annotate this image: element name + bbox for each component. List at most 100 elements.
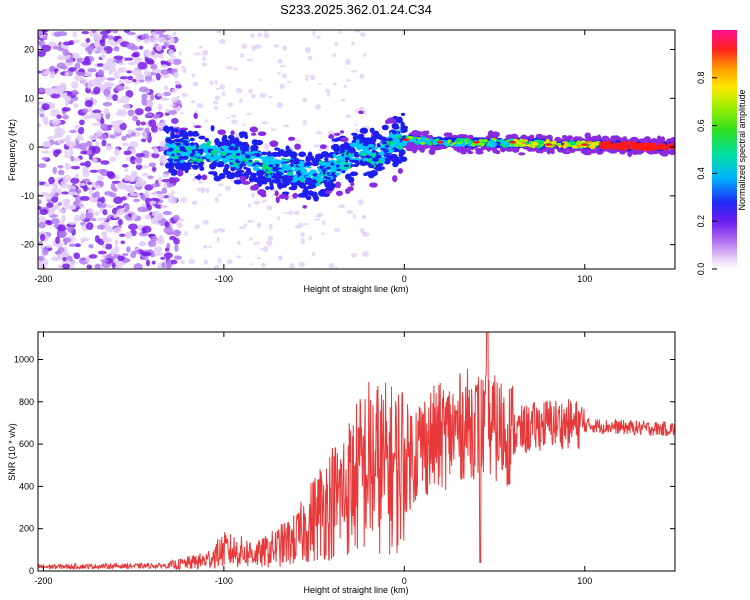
signal-blob: [384, 119, 391, 125]
signal-blob: [353, 159, 359, 164]
signal-blob: [339, 137, 349, 142]
noise-blob: [302, 119, 307, 126]
signal-blob: [325, 190, 332, 195]
y-tick-label: 600: [19, 439, 34, 449]
noise-blob: [126, 70, 133, 74]
signal-blob: [392, 175, 398, 183]
signal-core: [235, 164, 240, 169]
noise-blob: [117, 67, 127, 74]
noise-blob: [64, 55, 71, 60]
noise-blob: [163, 85, 169, 91]
noise-blob: [91, 122, 102, 126]
noise-blob: [259, 248, 265, 251]
signal-core: [319, 165, 323, 170]
y-tick-label: -20: [21, 240, 34, 250]
noise-blob: [93, 113, 101, 120]
signal-core: [380, 158, 385, 163]
noise-blob: [135, 164, 143, 170]
noise-blob: [256, 222, 262, 228]
noise-blob: [62, 41, 73, 46]
noise-blob: [80, 212, 86, 220]
noise-blob: [192, 81, 199, 87]
noise-blob: [113, 55, 124, 60]
signal-core: [182, 155, 189, 160]
noise-blob: [132, 51, 140, 58]
noise-blob: [127, 109, 135, 117]
noise-blob: [160, 60, 167, 65]
spectrogram-frame: [37, 29, 676, 270]
noise-blob: [191, 72, 196, 78]
noise-blob: [138, 86, 149, 93]
noise-blob: [292, 210, 300, 215]
noise-blob: [178, 218, 185, 222]
signal-blob: [359, 127, 369, 134]
noise-blob: [107, 62, 117, 68]
noise-blob: [148, 119, 157, 128]
signal-core: [538, 140, 544, 145]
signal-blob: [531, 147, 539, 152]
signal-blob: [252, 183, 260, 190]
noise-blob: [224, 185, 232, 192]
noise-blob: [304, 74, 311, 78]
noise-blob: [121, 252, 129, 257]
noise-blob: [102, 235, 109, 243]
noise-blob: [343, 84, 347, 89]
signal-blob: [274, 147, 280, 151]
signal-blob: [265, 186, 271, 190]
signal-core: [245, 154, 251, 159]
signal-core: [372, 157, 379, 162]
noise-blob: [57, 201, 63, 207]
noise-blob: [251, 45, 256, 51]
signal-blob: [488, 133, 496, 140]
noise-blob: [52, 182, 59, 189]
noise-blob: [135, 119, 141, 127]
signal-blob: [428, 148, 436, 156]
noise-blob: [334, 228, 341, 233]
noise-blob: [249, 263, 254, 266]
noise-blob: [304, 47, 311, 51]
noise-blob: [361, 251, 369, 258]
signal-blob: [550, 149, 555, 155]
signal-blob: [224, 163, 230, 170]
x-tick-label: -100: [215, 576, 233, 586]
signal-blob: [288, 151, 298, 159]
signal-core: [576, 144, 582, 147]
noise-blob: [178, 50, 183, 56]
noise-blob: [88, 189, 94, 196]
y-tick-label: 20: [24, 45, 34, 55]
noise-blob: [318, 82, 322, 86]
noise-blob: [113, 196, 123, 204]
noise-blob: [234, 133, 241, 139]
signal-core: [330, 162, 335, 166]
noise-blob: [79, 142, 88, 151]
signal-blob: [305, 157, 311, 163]
signal-blob: [546, 148, 552, 155]
signal-core: [433, 138, 440, 142]
signal-core: [287, 171, 291, 176]
noise-blob: [132, 250, 141, 254]
noise-blob: [99, 30, 110, 36]
noise-blob: [112, 30, 119, 34]
noise-blob: [125, 246, 131, 253]
noise-blob: [322, 220, 326, 226]
noise-blob: [94, 33, 103, 38]
noise-blob: [138, 73, 144, 80]
noise-blob: [38, 70, 42, 74]
noise-blob: [43, 183, 51, 188]
signal-blob: [168, 126, 175, 132]
noise-blob: [38, 163, 47, 168]
noise-blob: [103, 108, 109, 115]
noise-blob: [86, 264, 93, 269]
signal-blob: [467, 136, 474, 140]
noise-blob: [119, 122, 127, 131]
noise-blob: [52, 186, 58, 194]
noise-blob: [357, 199, 364, 206]
noise-blob: [62, 174, 72, 183]
noise-blob: [148, 239, 157, 247]
signal-core: [353, 153, 360, 158]
signal-blob: [246, 167, 252, 175]
noise-blob: [76, 57, 84, 64]
signal-core: [290, 180, 297, 183]
signal-core: [341, 166, 345, 170]
noise-blob: [103, 88, 111, 97]
